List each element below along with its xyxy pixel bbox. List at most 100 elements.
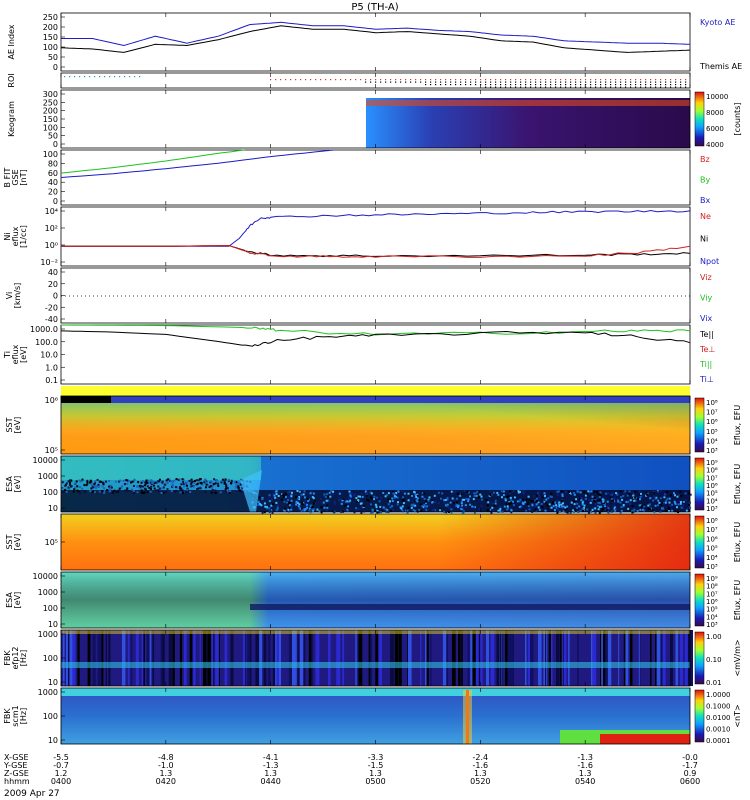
spectrogram-pixel — [460, 493, 463, 496]
spectrogram-pixel — [133, 478, 136, 481]
spectrogram-pixel — [389, 509, 392, 512]
fbk-e-stripe — [328, 630, 331, 686]
spectrogram-pixel — [591, 495, 594, 498]
vi-ylabel: [km/s] — [13, 283, 22, 309]
spectrogram-pixel — [425, 505, 427, 508]
spectrogram-pixel — [268, 495, 271, 498]
roi-dot — [630, 84, 632, 86]
spectrogram-pixel — [180, 483, 183, 486]
spectrogram-pixel — [275, 490, 278, 493]
roi-dot — [84, 76, 86, 78]
spectrogram-pixel — [212, 483, 215, 486]
spectrogram-pixel — [604, 503, 606, 506]
spectrogram-pixel — [598, 496, 601, 498]
fbk-e-stripe — [375, 630, 378, 686]
roi-dot — [600, 79, 602, 81]
esa-i-ytick-label: 10000 — [33, 572, 58, 581]
spectrogram-pixel — [593, 490, 596, 493]
keogram-bright-band — [366, 100, 690, 106]
spectrogram-pixel — [160, 480, 163, 483]
spectrogram-pixel — [298, 503, 301, 506]
fbk-e-stripe — [660, 630, 663, 686]
spectrogram-pixel — [527, 500, 530, 503]
roi-dot — [485, 84, 487, 86]
spectrogram-pixel — [355, 497, 358, 500]
roi-dot — [285, 79, 287, 81]
spectrogram-pixel — [185, 481, 188, 484]
spectrogram-pixel — [463, 490, 466, 492]
spectrogram-pixel — [311, 505, 314, 508]
roi-dot — [360, 79, 362, 81]
ti-ytick-label: 0.1 — [45, 376, 58, 385]
roi-dot — [640, 79, 642, 81]
spectrogram-pixel — [535, 494, 538, 497]
spectrogram-pixel — [94, 480, 97, 483]
spectrogram-pixel — [272, 503, 274, 506]
roi-dot — [435, 84, 437, 86]
spectrogram-pixel — [415, 509, 418, 512]
spectrogram-pixel — [387, 492, 390, 495]
spectrogram-pixel — [210, 480, 213, 483]
spectrogram-pixel — [343, 504, 346, 507]
roi-dot — [610, 81, 612, 83]
spectrogram-pixel — [653, 495, 656, 498]
vi-ytick-label: 20 — [48, 280, 58, 289]
fbk-e-stripe — [255, 630, 260, 686]
spectrogram-pixel — [79, 486, 82, 488]
footer-value: 0440 — [260, 777, 280, 786]
roi-dot — [630, 79, 632, 81]
spectrogram-pixel — [503, 505, 506, 508]
spectrogram-pixel — [452, 491, 455, 494]
spectrogram-pixel — [532, 499, 535, 502]
spectrogram-pixel — [665, 499, 668, 502]
roi-dot — [625, 81, 627, 83]
spectrogram-pixel — [492, 510, 495, 512]
spectrogram-pixel — [505, 503, 508, 506]
spectrogram-pixel — [103, 487, 106, 490]
footer-value: -0.7 — [53, 761, 69, 770]
spectrogram-pixel — [552, 501, 555, 504]
spectrogram-pixel — [307, 499, 310, 502]
spectrogram-pixel — [188, 491, 190, 494]
spectrogram-pixel — [75, 480, 78, 483]
spectrogram-pixel — [406, 509, 409, 512]
ni-ytick-label: 10² — [45, 224, 58, 233]
spectrogram-pixel — [185, 488, 188, 491]
spectrogram-pixel — [538, 508, 541, 511]
fbk-e-stripe — [99, 630, 102, 686]
spectrogram-pixel — [460, 500, 463, 503]
spectrogram-pixel — [676, 506, 678, 509]
spectrogram-pixel — [466, 490, 469, 493]
spectrogram-pixel — [620, 506, 623, 509]
spectrogram-pixel — [576, 502, 579, 505]
fbk-e-stripe — [556, 630, 560, 686]
spectrogram-pixel — [477, 496, 480, 499]
spectrogram-pixel — [550, 496, 553, 498]
spectrogram-pixel — [565, 507, 568, 510]
spectrogram-pixel — [228, 492, 231, 494]
spectrogram-pixel — [641, 495, 644, 498]
fbk-e-ylabel: FBK — [3, 650, 12, 666]
fbk-e-stripe — [203, 630, 207, 686]
spectrogram-pixel — [263, 502, 266, 505]
fbk-e-stripe — [548, 630, 551, 686]
spectrogram-pixel — [636, 498, 639, 501]
spectrogram-pixel — [509, 492, 512, 494]
ae-legend-label: Themis AE — [699, 62, 742, 71]
spectrogram-pixel — [349, 494, 352, 497]
spectrogram-pixel — [422, 506, 425, 509]
spectrogram-pixel — [283, 507, 286, 510]
spectrogram-pixel — [578, 505, 581, 508]
spectrogram-pixel — [360, 511, 363, 514]
roi-dot — [680, 84, 682, 86]
bfit-frame — [60, 149, 691, 206]
spectrogram-pixel — [351, 492, 354, 495]
spectrogram-pixel — [459, 506, 462, 509]
spectrogram-pixel — [523, 501, 526, 504]
spectrogram-pixel — [316, 508, 319, 511]
spectrogram-pixel — [622, 495, 625, 497]
roi-dot — [270, 79, 272, 81]
spectrogram-pixel — [432, 509, 435, 512]
roi-dot — [455, 79, 457, 81]
